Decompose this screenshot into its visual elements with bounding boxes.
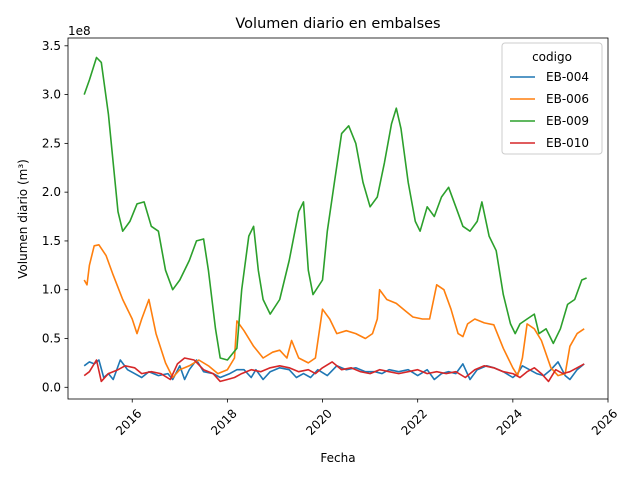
y-tick-label: 0.5 xyxy=(42,332,61,346)
legend-title: codigo xyxy=(532,50,572,64)
y-tick-label: 3.5 xyxy=(42,39,61,53)
y-tick-label: 0.0 xyxy=(42,380,61,394)
y-tick-label: 1.5 xyxy=(42,234,61,248)
axes-frame xyxy=(67,37,609,400)
series-line-eb-004 xyxy=(83,359,585,381)
y-tick-label: 1.0 xyxy=(42,283,61,297)
y-tick-label: 2.0 xyxy=(42,185,61,199)
series-line-eb-009 xyxy=(83,56,587,361)
legend-box xyxy=(501,42,603,155)
y-tick-label: 2.5 xyxy=(42,136,61,150)
plot-area xyxy=(83,56,587,383)
legend-entry-eb-006: EB-006 xyxy=(546,92,589,106)
y-tick-label: 3.0 xyxy=(42,88,61,102)
x-axis-label: Fecha xyxy=(320,451,355,465)
y-axis-label: Volumen diario (m³) xyxy=(16,159,30,279)
chart-title: Volumen diario en embalses xyxy=(235,16,440,32)
y-scale-label: 1e8 xyxy=(68,24,91,38)
legend-entry-eb-004: EB-004 xyxy=(546,70,589,84)
series-line-eb-010 xyxy=(83,357,585,383)
series-line-eb-006 xyxy=(83,244,585,379)
legend-entry-eb-010: EB-010 xyxy=(546,136,589,150)
legend-items: EB-004 EB-006 EB-009 EB-010 xyxy=(510,70,589,150)
legend: codigo EB-004 EB-006 EB-009 EB-010 xyxy=(501,42,603,155)
legend-entry-eb-009: EB-009 xyxy=(546,114,589,128)
